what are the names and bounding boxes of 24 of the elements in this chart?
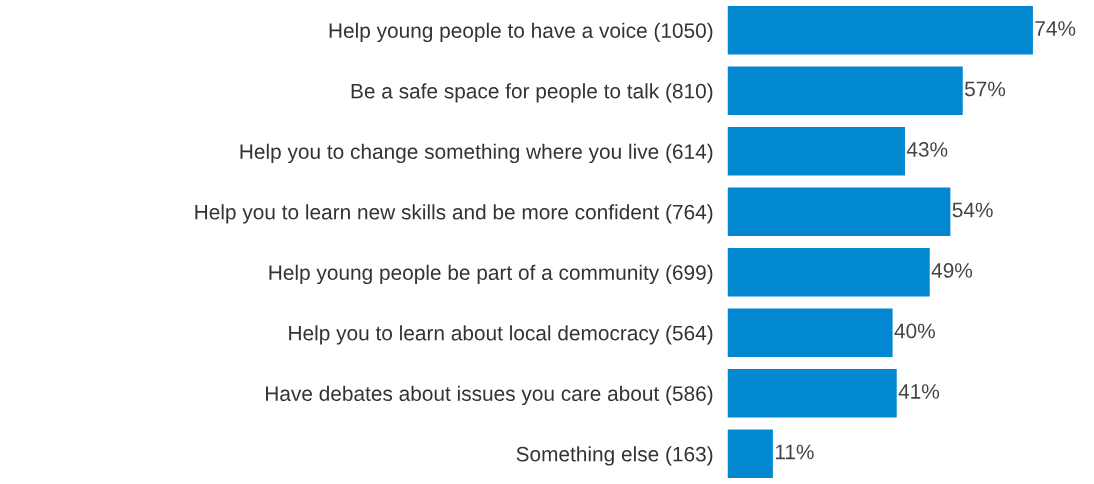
data-label: 41% (898, 384, 940, 399)
bar (727, 6, 1033, 55)
bar (727, 308, 893, 357)
bar (727, 248, 930, 297)
y-tick-label: Help young people be part of a community (699) (269, 264, 713, 285)
bar (727, 127, 905, 176)
data-label: 57% (964, 81, 1006, 97)
y-tick-label: Have debates about issues you care about (586) (266, 385, 713, 406)
y-tick-label: Help you to learn new skills and be more confident (764) (195, 204, 713, 224)
data-label: 74% (1035, 21, 1076, 36)
bar (727, 66, 963, 115)
data-label: 49% (931, 263, 973, 278)
bar (727, 187, 951, 236)
data-label: 54% (952, 202, 993, 218)
bar (727, 369, 897, 418)
y-tick-label: Help you to change something where you live (614) (240, 143, 713, 164)
data-label: 11% (775, 444, 814, 460)
y-tick-label: Help young people to have a voice (1050) (329, 22, 713, 43)
y-tick-label: Help you to learn about local democracy (564) (289, 325, 713, 345)
bar (727, 429, 773, 478)
y-tick-label: Something else (163) (516, 446, 713, 466)
y-tick-label: Be a safe space for people to talk (810) (351, 83, 713, 103)
data-label: 43% (906, 142, 948, 157)
data-label: 40% (894, 323, 935, 339)
